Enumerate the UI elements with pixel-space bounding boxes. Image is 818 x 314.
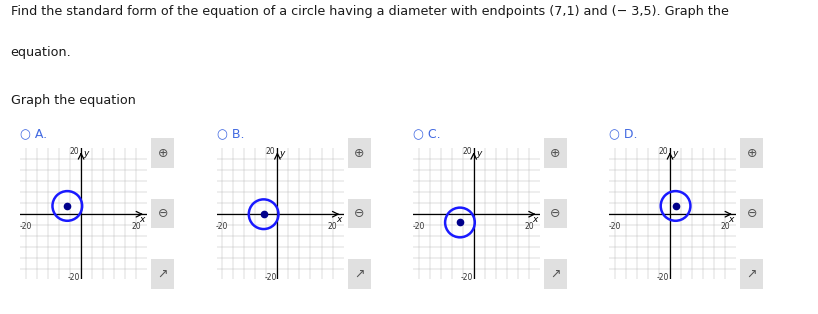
Text: -20: -20 xyxy=(216,223,228,231)
Text: ⊕: ⊕ xyxy=(551,147,560,160)
Text: -20: -20 xyxy=(20,223,32,231)
Text: ⊕: ⊕ xyxy=(158,147,168,160)
Text: 20: 20 xyxy=(721,223,730,231)
Text: 20: 20 xyxy=(132,223,141,231)
Text: y: y xyxy=(476,149,481,158)
Text: ⊖: ⊖ xyxy=(551,207,560,220)
Text: -20: -20 xyxy=(609,223,621,231)
Text: 20: 20 xyxy=(462,147,472,156)
Text: ↗: ↗ xyxy=(354,268,364,280)
Circle shape xyxy=(546,262,565,286)
Text: y: y xyxy=(672,149,677,158)
Text: ⊖: ⊖ xyxy=(354,207,364,220)
Text: -20: -20 xyxy=(412,223,425,231)
Text: ⊕: ⊕ xyxy=(354,147,364,160)
Text: y: y xyxy=(280,149,285,158)
Text: 20: 20 xyxy=(658,147,668,156)
Text: ⊕: ⊕ xyxy=(747,147,757,160)
Text: ○ D.: ○ D. xyxy=(609,127,638,140)
Circle shape xyxy=(546,141,565,165)
Text: ↗: ↗ xyxy=(158,268,168,280)
Text: 20: 20 xyxy=(328,223,337,231)
Text: ⊖: ⊖ xyxy=(747,207,757,220)
Circle shape xyxy=(349,141,369,165)
Text: ○ B.: ○ B. xyxy=(217,127,245,140)
Circle shape xyxy=(349,201,369,226)
Text: ↗: ↗ xyxy=(551,268,560,280)
Text: -20: -20 xyxy=(657,273,669,283)
Circle shape xyxy=(742,201,762,226)
Circle shape xyxy=(349,262,369,286)
Text: x: x xyxy=(729,215,734,224)
Text: Find the standard form of the equation of a circle having a diameter with endpoi: Find the standard form of the equation o… xyxy=(11,5,729,18)
Text: ⊖: ⊖ xyxy=(158,207,168,220)
Text: -20: -20 xyxy=(68,273,80,283)
Text: -20: -20 xyxy=(461,273,473,283)
Text: 20: 20 xyxy=(266,147,276,156)
Circle shape xyxy=(546,201,565,226)
Text: ○ C.: ○ C. xyxy=(413,127,441,140)
Text: ↗: ↗ xyxy=(747,268,757,280)
Circle shape xyxy=(153,141,173,165)
Circle shape xyxy=(742,262,762,286)
Text: 20: 20 xyxy=(524,223,533,231)
Text: y: y xyxy=(83,149,88,158)
Text: 20: 20 xyxy=(70,147,79,156)
Text: equation.: equation. xyxy=(11,46,71,58)
Text: Graph the equation: Graph the equation xyxy=(11,94,136,107)
Text: ○ A.: ○ A. xyxy=(20,127,47,140)
Text: -20: -20 xyxy=(264,273,276,283)
Text: x: x xyxy=(533,215,537,224)
Text: x: x xyxy=(140,215,145,224)
Circle shape xyxy=(742,141,762,165)
Circle shape xyxy=(153,201,173,226)
Text: x: x xyxy=(336,215,341,224)
Circle shape xyxy=(153,262,173,286)
